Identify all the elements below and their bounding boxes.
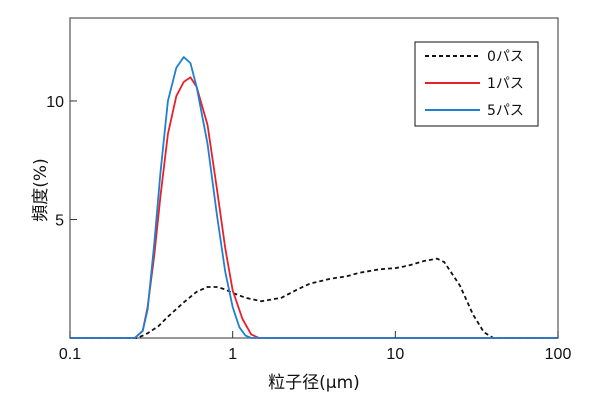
legend-label: 1パス: [487, 76, 524, 92]
legend: 0パス 1パス 5パス: [414, 41, 539, 127]
x-tick-label: 100: [545, 346, 572, 363]
x-tick-label: 0.1: [59, 346, 81, 363]
ticks-layer: 0.1 1 10 100 5 10: [46, 94, 571, 363]
y-tick-label: 5: [55, 212, 64, 229]
series-line: [70, 257, 558, 339]
x-axis-label: 粒子径(μm): [268, 373, 360, 393]
legend-label: 0パス: [487, 49, 524, 65]
x-tick-label: 10: [386, 346, 404, 363]
y-axis-label: 頻度(%): [31, 158, 51, 221]
legend-label: 5パス: [487, 103, 524, 119]
y-tick-label: 10: [46, 94, 64, 111]
series-layer: [70, 56, 558, 339]
x-tick-label: 1: [228, 346, 237, 363]
series-line: [70, 56, 558, 339]
legend-items: 0パス 1パス 5パス: [425, 49, 524, 119]
